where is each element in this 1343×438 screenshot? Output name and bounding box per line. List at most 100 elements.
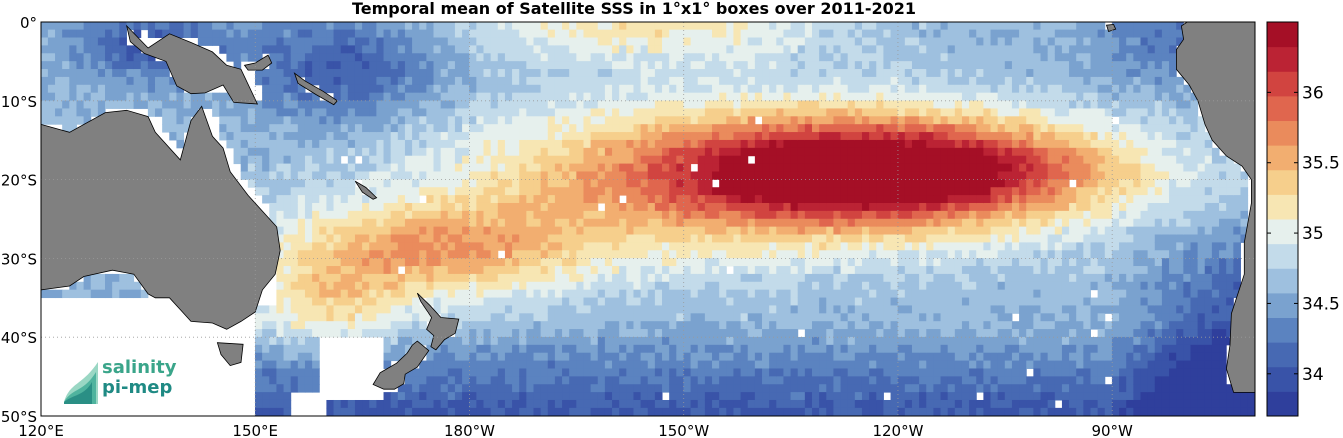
sss-cell	[90, 273, 99, 283]
sss-cell	[433, 155, 442, 165]
sss-cell	[105, 289, 113, 299]
sss-cell	[412, 45, 420, 54]
sss-cell	[704, 29, 713, 39]
sss-cell	[854, 84, 863, 94]
sss-cell	[254, 37, 263, 46]
sss-cell	[440, 336, 449, 346]
sss-cell	[533, 84, 542, 94]
sss-cell	[447, 29, 456, 39]
sss-cell	[626, 132, 634, 141]
sss-cell	[547, 179, 556, 188]
sss-cell	[654, 321, 663, 330]
sss-cell	[754, 139, 763, 149]
sss-cell	[390, 100, 399, 109]
sss-cell	[876, 61, 884, 70]
sss-cell	[269, 37, 277, 46]
sss-cell	[812, 76, 820, 86]
sss-cell	[619, 329, 627, 338]
sss-cell	[704, 116, 713, 125]
sss-cell	[904, 147, 913, 157]
sss-cell	[354, 321, 363, 330]
sss-cell	[597, 163, 606, 172]
sss-cell	[819, 329, 827, 338]
sss-cell	[519, 202, 527, 212]
sss-cell	[533, 29, 542, 39]
sss-cell	[812, 155, 820, 165]
sss-cell	[854, 281, 863, 291]
sss-cell	[162, 69, 170, 78]
sss-cell	[326, 313, 335, 322]
sss-cell	[504, 360, 513, 369]
sss-cell	[354, 84, 363, 94]
sss-cell	[612, 384, 620, 393]
sss-cell	[369, 329, 377, 338]
sss-cell	[533, 100, 542, 109]
sss-cell	[726, 376, 734, 385]
sss-cell	[712, 218, 720, 228]
sss-cell	[412, 29, 420, 39]
sss-cell	[790, 218, 799, 228]
sss-cell	[512, 124, 520, 133]
sss-cell	[504, 163, 513, 172]
sss-cell	[433, 281, 442, 291]
map-title: Temporal mean of Satellite SSS in 1°x1° …	[351, 0, 917, 18]
sss-cell	[933, 273, 942, 283]
sss-cell	[726, 329, 734, 338]
sss-cell	[283, 147, 292, 157]
sss-cell	[133, 29, 142, 39]
sss-cell	[290, 360, 299, 369]
sss-cell	[826, 132, 834, 141]
sss-cell	[183, 116, 192, 125]
sss-cell	[704, 407, 713, 417]
sss-cell	[562, 407, 570, 417]
sss-cell	[740, 266, 749, 275]
sss-cell	[326, 289, 335, 299]
sss-cell	[433, 61, 442, 70]
sss-cell	[833, 45, 842, 54]
sss-cell	[676, 132, 684, 141]
sss-cell	[490, 305, 499, 314]
sss-cell	[619, 360, 627, 369]
sss-cell	[569, 84, 577, 94]
sss-cell	[397, 108, 406, 117]
sss-cell	[883, 258, 892, 267]
sss-cell	[312, 273, 320, 283]
sss-cell	[683, 399, 692, 409]
sss-cell	[540, 399, 549, 409]
sss-cell	[319, 195, 327, 204]
sss-cell	[812, 84, 820, 94]
sss-cell	[747, 187, 756, 196]
sss-cell	[533, 195, 542, 204]
sss-cell	[269, 21, 277, 31]
sss-cell	[526, 155, 534, 165]
sss-cell	[854, 392, 863, 401]
sss-cell	[519, 108, 527, 117]
sss-cell	[804, 210, 813, 220]
sss-cell	[812, 360, 820, 369]
sss-cell	[619, 37, 627, 46]
sss-cell	[619, 376, 627, 385]
sss-cell	[476, 69, 484, 78]
sss-cell	[669, 92, 677, 102]
sss-cell	[669, 234, 677, 243]
sss-cell	[583, 313, 592, 322]
sss-cell	[604, 116, 613, 125]
sss-cell	[319, 218, 327, 228]
sss-cell	[597, 329, 606, 338]
sss-cell	[362, 297, 370, 306]
sss-cell	[719, 250, 727, 259]
sss-cell	[333, 45, 342, 54]
sss-cell	[376, 399, 385, 409]
sss-cell	[833, 352, 842, 362]
sss-cell	[126, 273, 135, 283]
sss-cell	[640, 202, 649, 212]
sss-cell	[290, 84, 299, 94]
sss-cell	[869, 195, 877, 204]
sss-cell	[740, 100, 749, 109]
sss-cell	[690, 352, 699, 362]
sss-cell	[569, 132, 577, 141]
sss-cell	[547, 297, 556, 306]
sss-cell	[933, 202, 942, 212]
sss-cell	[940, 179, 949, 188]
sss-cell	[547, 84, 556, 94]
